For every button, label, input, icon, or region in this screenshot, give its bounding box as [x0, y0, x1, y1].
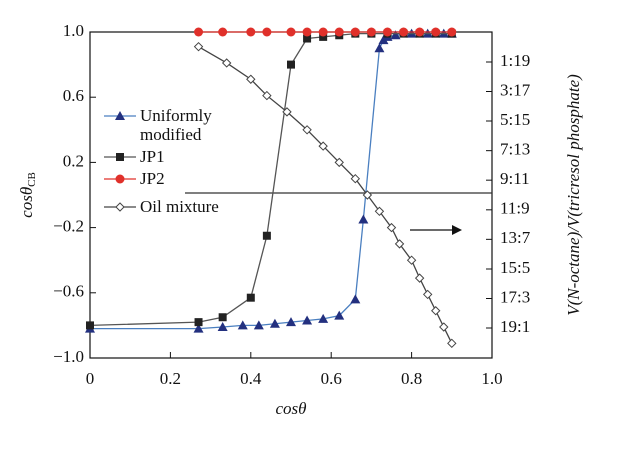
marker	[246, 27, 256, 37]
marker	[217, 322, 228, 332]
y-axis-label-sub: CB	[26, 172, 38, 187]
marker	[262, 27, 272, 37]
marker	[218, 313, 227, 322]
y-tick-label: −0.2	[53, 217, 84, 236]
marker	[262, 231, 271, 240]
marker	[246, 74, 256, 84]
x-tick-label: 0.4	[240, 369, 262, 388]
y-tick-label: −0.6	[53, 282, 84, 301]
y2-axis-label: V(N-octane)/V(tricresol phosphate)	[564, 74, 583, 316]
marker	[302, 125, 312, 135]
y2-tick-label: 5:15	[500, 110, 530, 129]
marker	[431, 306, 441, 316]
marker	[406, 255, 417, 265]
x-tick-label: 0.8	[401, 369, 422, 388]
marker	[318, 313, 329, 323]
marker	[253, 320, 264, 330]
marker	[394, 239, 405, 249]
marker	[115, 202, 125, 212]
y-tick-label: −1.0	[53, 347, 84, 366]
marker	[439, 322, 449, 332]
marker	[447, 27, 457, 37]
marker	[422, 289, 433, 300]
y-axis-label: cosθCB	[17, 172, 38, 218]
x-tick-label: 0.6	[321, 369, 342, 388]
y2-tick-label: 1:19	[500, 51, 530, 70]
marker	[382, 27, 392, 37]
marker	[350, 294, 361, 304]
x-tick-label: 0	[86, 369, 95, 388]
marker	[194, 318, 203, 327]
plot-frame	[89, 31, 493, 359]
marker	[415, 27, 425, 37]
marker	[414, 273, 425, 283]
marker	[399, 27, 409, 37]
x-tick-label: 1.0	[481, 369, 502, 388]
y-tick-label: 0.2	[63, 151, 84, 170]
marker	[318, 27, 328, 37]
marker	[286, 317, 296, 327]
marker	[334, 27, 344, 37]
marker	[193, 323, 204, 333]
legend-label: Uniformly modified	[140, 106, 212, 144]
marker	[287, 60, 295, 69]
marker	[194, 27, 204, 37]
marker	[390, 30, 401, 40]
marker	[319, 32, 328, 41]
marker	[303, 34, 312, 43]
y2-tick-label: 9:11	[500, 169, 530, 188]
marker	[350, 173, 361, 184]
marker	[334, 157, 344, 168]
marker	[115, 111, 125, 120]
series-line	[198, 46, 453, 344]
marker	[334, 310, 345, 320]
y-tick-label: 0.6	[63, 86, 84, 105]
marker	[374, 206, 385, 217]
marker	[286, 27, 296, 37]
y2-tick-label: 3:17	[500, 80, 531, 99]
legend-label: JP1	[140, 147, 165, 166]
legend-label: JP2	[140, 169, 165, 188]
x-tick-label: 0.2	[160, 369, 181, 388]
marker	[350, 27, 360, 37]
marker	[447, 338, 457, 349]
marker	[362, 190, 373, 200]
marker	[116, 153, 124, 161]
y2-tick-label: 7:13	[500, 140, 530, 159]
marker	[269, 318, 280, 328]
marker	[237, 320, 248, 330]
x-axis-label: cosθ	[275, 399, 306, 418]
marker	[282, 107, 292, 117]
y2-tick-label: 13:7	[500, 228, 531, 247]
marker	[302, 315, 313, 325]
y-tick-label: 1.0	[63, 21, 84, 40]
marker	[193, 41, 204, 52]
y-axis-label-main: cosθ	[17, 187, 36, 218]
y2-tick-label: 11:9	[500, 199, 530, 218]
legend-label: Oil mixture	[140, 197, 219, 216]
marker	[221, 58, 232, 68]
y2-tick-label: 17:3	[500, 287, 530, 306]
marker	[431, 27, 441, 37]
y2-tick-label: 19:1	[500, 317, 530, 336]
marker	[366, 27, 376, 37]
y2-tick-label: 15:5	[500, 258, 530, 277]
marker	[374, 43, 385, 53]
marker	[358, 214, 369, 224]
marker	[218, 27, 228, 37]
marker	[302, 27, 312, 37]
series-line	[89, 32, 452, 327]
marker	[115, 174, 125, 184]
arrow-head	[452, 225, 462, 235]
marker	[262, 90, 272, 101]
marker	[86, 321, 94, 330]
marker	[246, 293, 255, 302]
marker	[318, 141, 328, 151]
marker	[386, 222, 397, 233]
